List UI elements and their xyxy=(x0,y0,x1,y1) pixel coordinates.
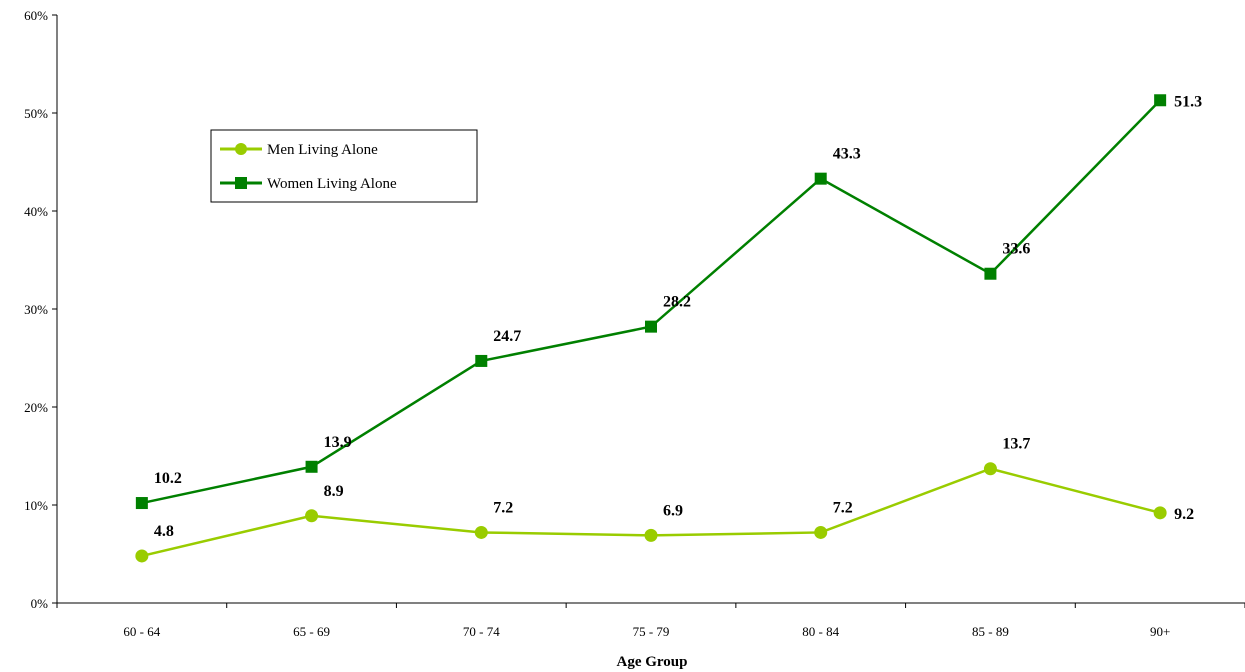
data-labels: 4.8 8.9 7.2 6.9 7.2 13.7 9.2 10.2 13.9 24.7 28.2 43… xyxy=(154,93,1202,540)
data-label: 4.8 xyxy=(154,523,174,540)
data-label: 10.2 xyxy=(154,470,182,487)
x-axis-title: Age Group xyxy=(617,654,688,670)
y-tick-label: 50% xyxy=(24,106,48,121)
y-tick-label: 40% xyxy=(24,204,48,219)
x-tick-label: 70 - 74 xyxy=(463,624,500,639)
data-point xyxy=(475,354,488,367)
y-tick-label: 30% xyxy=(24,302,48,317)
y-tick-label: 10% xyxy=(24,498,48,513)
data-label: 9.2 xyxy=(1174,506,1194,523)
axes xyxy=(56,15,1245,604)
data-label: 6.9 xyxy=(663,502,683,519)
series-layer xyxy=(135,94,1167,563)
data-label: 8.9 xyxy=(324,483,344,500)
data-point xyxy=(814,172,827,185)
legend-label-women: Women Living Alone xyxy=(267,176,397,192)
x-axis-ticks: 60 - 64 65 - 69 70 - 74 75 - 79 80 - 84 85 - … xyxy=(56,603,1245,639)
data-point xyxy=(305,460,318,473)
data-point xyxy=(983,462,997,476)
data-point xyxy=(984,267,997,280)
legend-box xyxy=(210,129,478,203)
data-label: 13.9 xyxy=(324,434,352,451)
x-tick-label: 75 - 79 xyxy=(633,624,670,639)
y-axis-ticks: 0% 10% 20% 30% 40% 50% 60% xyxy=(24,8,57,611)
legend-label-men: Men Living Alone xyxy=(267,142,378,158)
data-label: 24.7 xyxy=(493,328,521,345)
y-tick-label: 20% xyxy=(24,400,48,415)
x-tick-label: 60 - 64 xyxy=(123,624,160,639)
data-point xyxy=(814,525,828,539)
data-point xyxy=(1153,506,1167,520)
legend-marker-men xyxy=(235,143,247,155)
y-tick-label: 0% xyxy=(31,596,49,611)
x-tick-label: 85 - 89 xyxy=(972,624,1009,639)
data-point xyxy=(474,525,488,539)
y-tick-label: 60% xyxy=(24,8,48,23)
data-point xyxy=(644,528,658,542)
data-label: 7.2 xyxy=(493,499,513,516)
data-label: 13.7 xyxy=(1002,436,1030,453)
x-tick-label: 80 - 84 xyxy=(802,624,839,639)
data-point xyxy=(1154,94,1167,107)
x-tick-label: 65 - 69 xyxy=(293,624,330,639)
data-point xyxy=(305,509,319,523)
data-point xyxy=(135,497,148,510)
series-line xyxy=(141,467,1161,558)
legend-marker-women xyxy=(235,177,247,189)
data-label: 7.2 xyxy=(833,499,853,516)
data-label: 51.3 xyxy=(1174,93,1202,110)
data-point xyxy=(135,549,149,563)
data-label: 33.6 xyxy=(1002,241,1030,258)
data-point xyxy=(645,320,657,333)
x-tick-label: 90+ xyxy=(1150,624,1170,639)
data-label: 28.2 xyxy=(663,294,691,311)
data-label: 43.3 xyxy=(833,146,861,163)
legend: Men Living Alone Women Living Alone xyxy=(210,129,478,203)
